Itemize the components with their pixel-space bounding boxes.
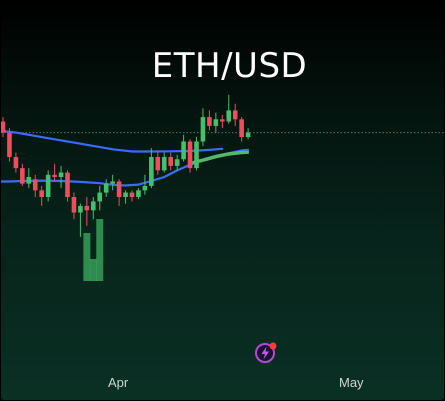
candle-28 [181, 134, 186, 162]
candle-1 [7, 128, 12, 162]
candle-10 [65, 170, 70, 202]
ma-line-green-upper [189, 150, 249, 164]
candle-29 [187, 139, 193, 173]
candle-body-1 [7, 132, 12, 158]
candle-21 [136, 188, 141, 200]
candle-27 [174, 154, 180, 171]
candle-34 [220, 114, 225, 129]
volume-bar-2 [96, 219, 104, 281]
volume-bar-0 [83, 233, 91, 281]
candle-body-22 [142, 185, 148, 191]
candle-body-38 [245, 132, 251, 138]
candle-23 [149, 148, 154, 189]
candle-body-8 [52, 174, 57, 178]
candle-body-27 [174, 159, 180, 166]
candle-body-25 [161, 157, 167, 171]
candle-36 [232, 103, 238, 126]
candle-8 [52, 163, 57, 182]
candle-body-33 [213, 119, 219, 126]
x-tick-label-apr: Apr [108, 375, 129, 390]
candle-3 [20, 163, 25, 186]
candle-26 [168, 152, 173, 171]
candle-body-6 [39, 190, 44, 197]
candle-22 [142, 174, 148, 195]
candle-6 [39, 185, 44, 206]
candle-body-32 [207, 117, 212, 126]
candle-body-16 [103, 183, 109, 193]
candle-14 [91, 197, 96, 220]
candle-17 [110, 174, 115, 191]
candle-18 [116, 179, 122, 206]
candle-body-29 [187, 141, 193, 169]
chart-title: ETH/USD [151, 46, 308, 86]
candle-25 [161, 152, 167, 173]
candle-body-19 [123, 192, 128, 197]
candle-2 [13, 152, 19, 173]
candle-body-9 [58, 172, 64, 178]
volume-bar-1 [89, 259, 97, 281]
candle-body-4 [26, 177, 32, 184]
candle-16 [103, 179, 109, 197]
candle-33 [213, 112, 219, 133]
candle-body-23 [149, 157, 154, 186]
candle-body-26 [168, 157, 173, 166]
candle-37 [239, 117, 244, 142]
candle-38 [245, 128, 251, 140]
candle-31 [200, 108, 206, 146]
candle-body-34 [220, 119, 225, 122]
candle-body-28 [181, 141, 186, 160]
x-tick-label-may: May [339, 375, 364, 390]
lightning-badge-icon[interactable] [254, 341, 278, 365]
candle-12 [78, 203, 83, 237]
candle-body-31 [200, 117, 206, 142]
ma-line-blue-lower [1, 148, 250, 187]
candle-0 [1, 117, 6, 138]
candle-body-24 [155, 157, 161, 171]
candle-body-17 [110, 181, 115, 184]
candle-15 [97, 185, 103, 211]
candle-32 [207, 110, 212, 131]
candle-body-30 [194, 141, 199, 169]
candle-body-12 [78, 205, 83, 213]
candle-body-10 [65, 172, 70, 197]
candle-13 [84, 197, 90, 226]
candle-body-18 [116, 181, 122, 197]
candle-11 [71, 192, 77, 220]
candle-body-5 [32, 179, 38, 191]
candle-body-13 [84, 205, 90, 211]
candle-20 [129, 190, 135, 202]
candle-body-3 [20, 168, 25, 184]
candle-4 [26, 168, 32, 189]
candle-body-20 [129, 192, 135, 197]
candle-body-35 [226, 110, 232, 122]
candle-5 [32, 174, 38, 197]
candle-body-2 [13, 157, 19, 169]
candle-30 [194, 137, 199, 171]
candle-body-36 [232, 110, 238, 120]
candle-body-11 [71, 197, 77, 213]
candle-body-14 [91, 201, 96, 211]
candle-body-15 [97, 192, 103, 202]
candle-19 [123, 190, 128, 204]
candle-body-37 [239, 119, 244, 138]
candle-35 [226, 94, 232, 124]
candle-9 [58, 165, 64, 189]
ma-line-green-lower [189, 152, 249, 165]
candle-body-0 [1, 121, 6, 133]
candle-24 [155, 150, 161, 175]
candle-body-21 [136, 190, 141, 197]
candle-7 [45, 170, 51, 202]
candle-body-7 [45, 174, 51, 197]
